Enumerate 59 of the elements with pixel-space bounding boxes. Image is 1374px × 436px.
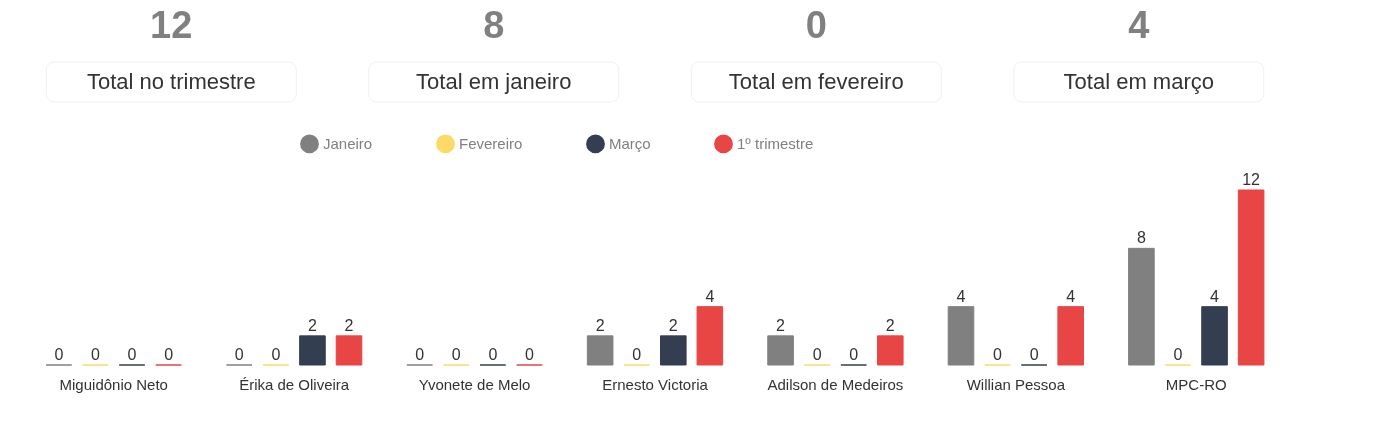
data-label: 8: [1136, 229, 1146, 247]
text: 4: [1128, 4, 1150, 46]
data-label: 0: [164, 346, 174, 363]
data-label: 0: [1029, 346, 1039, 363]
data-label: 2: [776, 316, 786, 334]
legend-label: Março: [609, 134, 651, 152]
bar: [1057, 306, 1084, 366]
data-label: 0: [54, 346, 64, 363]
bar: [335, 335, 363, 366]
text: Total em fevereiro: [728, 69, 904, 94]
data-label: 4: [1066, 287, 1076, 305]
data-label: 0: [91, 346, 100, 363]
bar: [947, 306, 975, 366]
data-label: 0: [524, 346, 534, 363]
text: 0: [805, 4, 827, 46]
text: Total em janeiro: [416, 69, 572, 94]
bar: [1237, 189, 1265, 366]
data-label: 12: [1242, 171, 1261, 188]
x-tick-label: Ernesto Victoria: [602, 375, 709, 393]
data-label: 0: [1173, 346, 1183, 363]
data-label: 2: [668, 316, 678, 334]
bar: [659, 335, 687, 366]
bar: [767, 335, 794, 366]
legend-label: Janeiro: [323, 134, 373, 152]
data-label: 4: [956, 287, 966, 305]
bar: [1201, 306, 1228, 366]
text: Total no trimestre: [86, 69, 256, 94]
data-label: 0: [451, 346, 461, 363]
data-label: 0: [127, 346, 137, 363]
text: 8: [483, 4, 505, 46]
data-label: 4: [705, 287, 715, 305]
data-label: 4: [1210, 287, 1220, 305]
bar: [1128, 247, 1155, 366]
bar: [299, 335, 326, 366]
data-label: 0: [993, 346, 1003, 363]
data-label: 2: [595, 316, 605, 334]
data-label: 0: [234, 346, 244, 363]
data-label: 0: [271, 346, 281, 363]
data-label: 0: [632, 346, 642, 363]
data-label: 2: [344, 316, 354, 334]
x-tick-label: Willian Pessoa: [966, 375, 1066, 393]
data-label: 0: [488, 346, 498, 363]
bar: [586, 335, 614, 366]
x-tick-label: Érika de Oliveira: [239, 375, 350, 393]
bar: [696, 306, 724, 366]
data-label: 0: [415, 346, 425, 363]
text: 12: [150, 4, 193, 46]
text: Total em março: [1063, 69, 1214, 94]
x-tick-label: Yvonete de Melo: [418, 375, 531, 393]
legend-label: 1º trimestre: [737, 134, 814, 152]
x-tick-label: MPC-RO: [1165, 375, 1227, 393]
data-label: 0: [812, 346, 822, 363]
data-label: 2: [307, 316, 317, 334]
data-label: 2: [885, 316, 895, 334]
data-label: 0: [849, 346, 859, 363]
bar: [876, 335, 904, 366]
legend-label: Fevereiro: [459, 134, 523, 152]
x-tick-label: Adilson de Medeiros: [767, 375, 904, 393]
x-tick-label: Miguidônio Neto: [59, 375, 168, 393]
